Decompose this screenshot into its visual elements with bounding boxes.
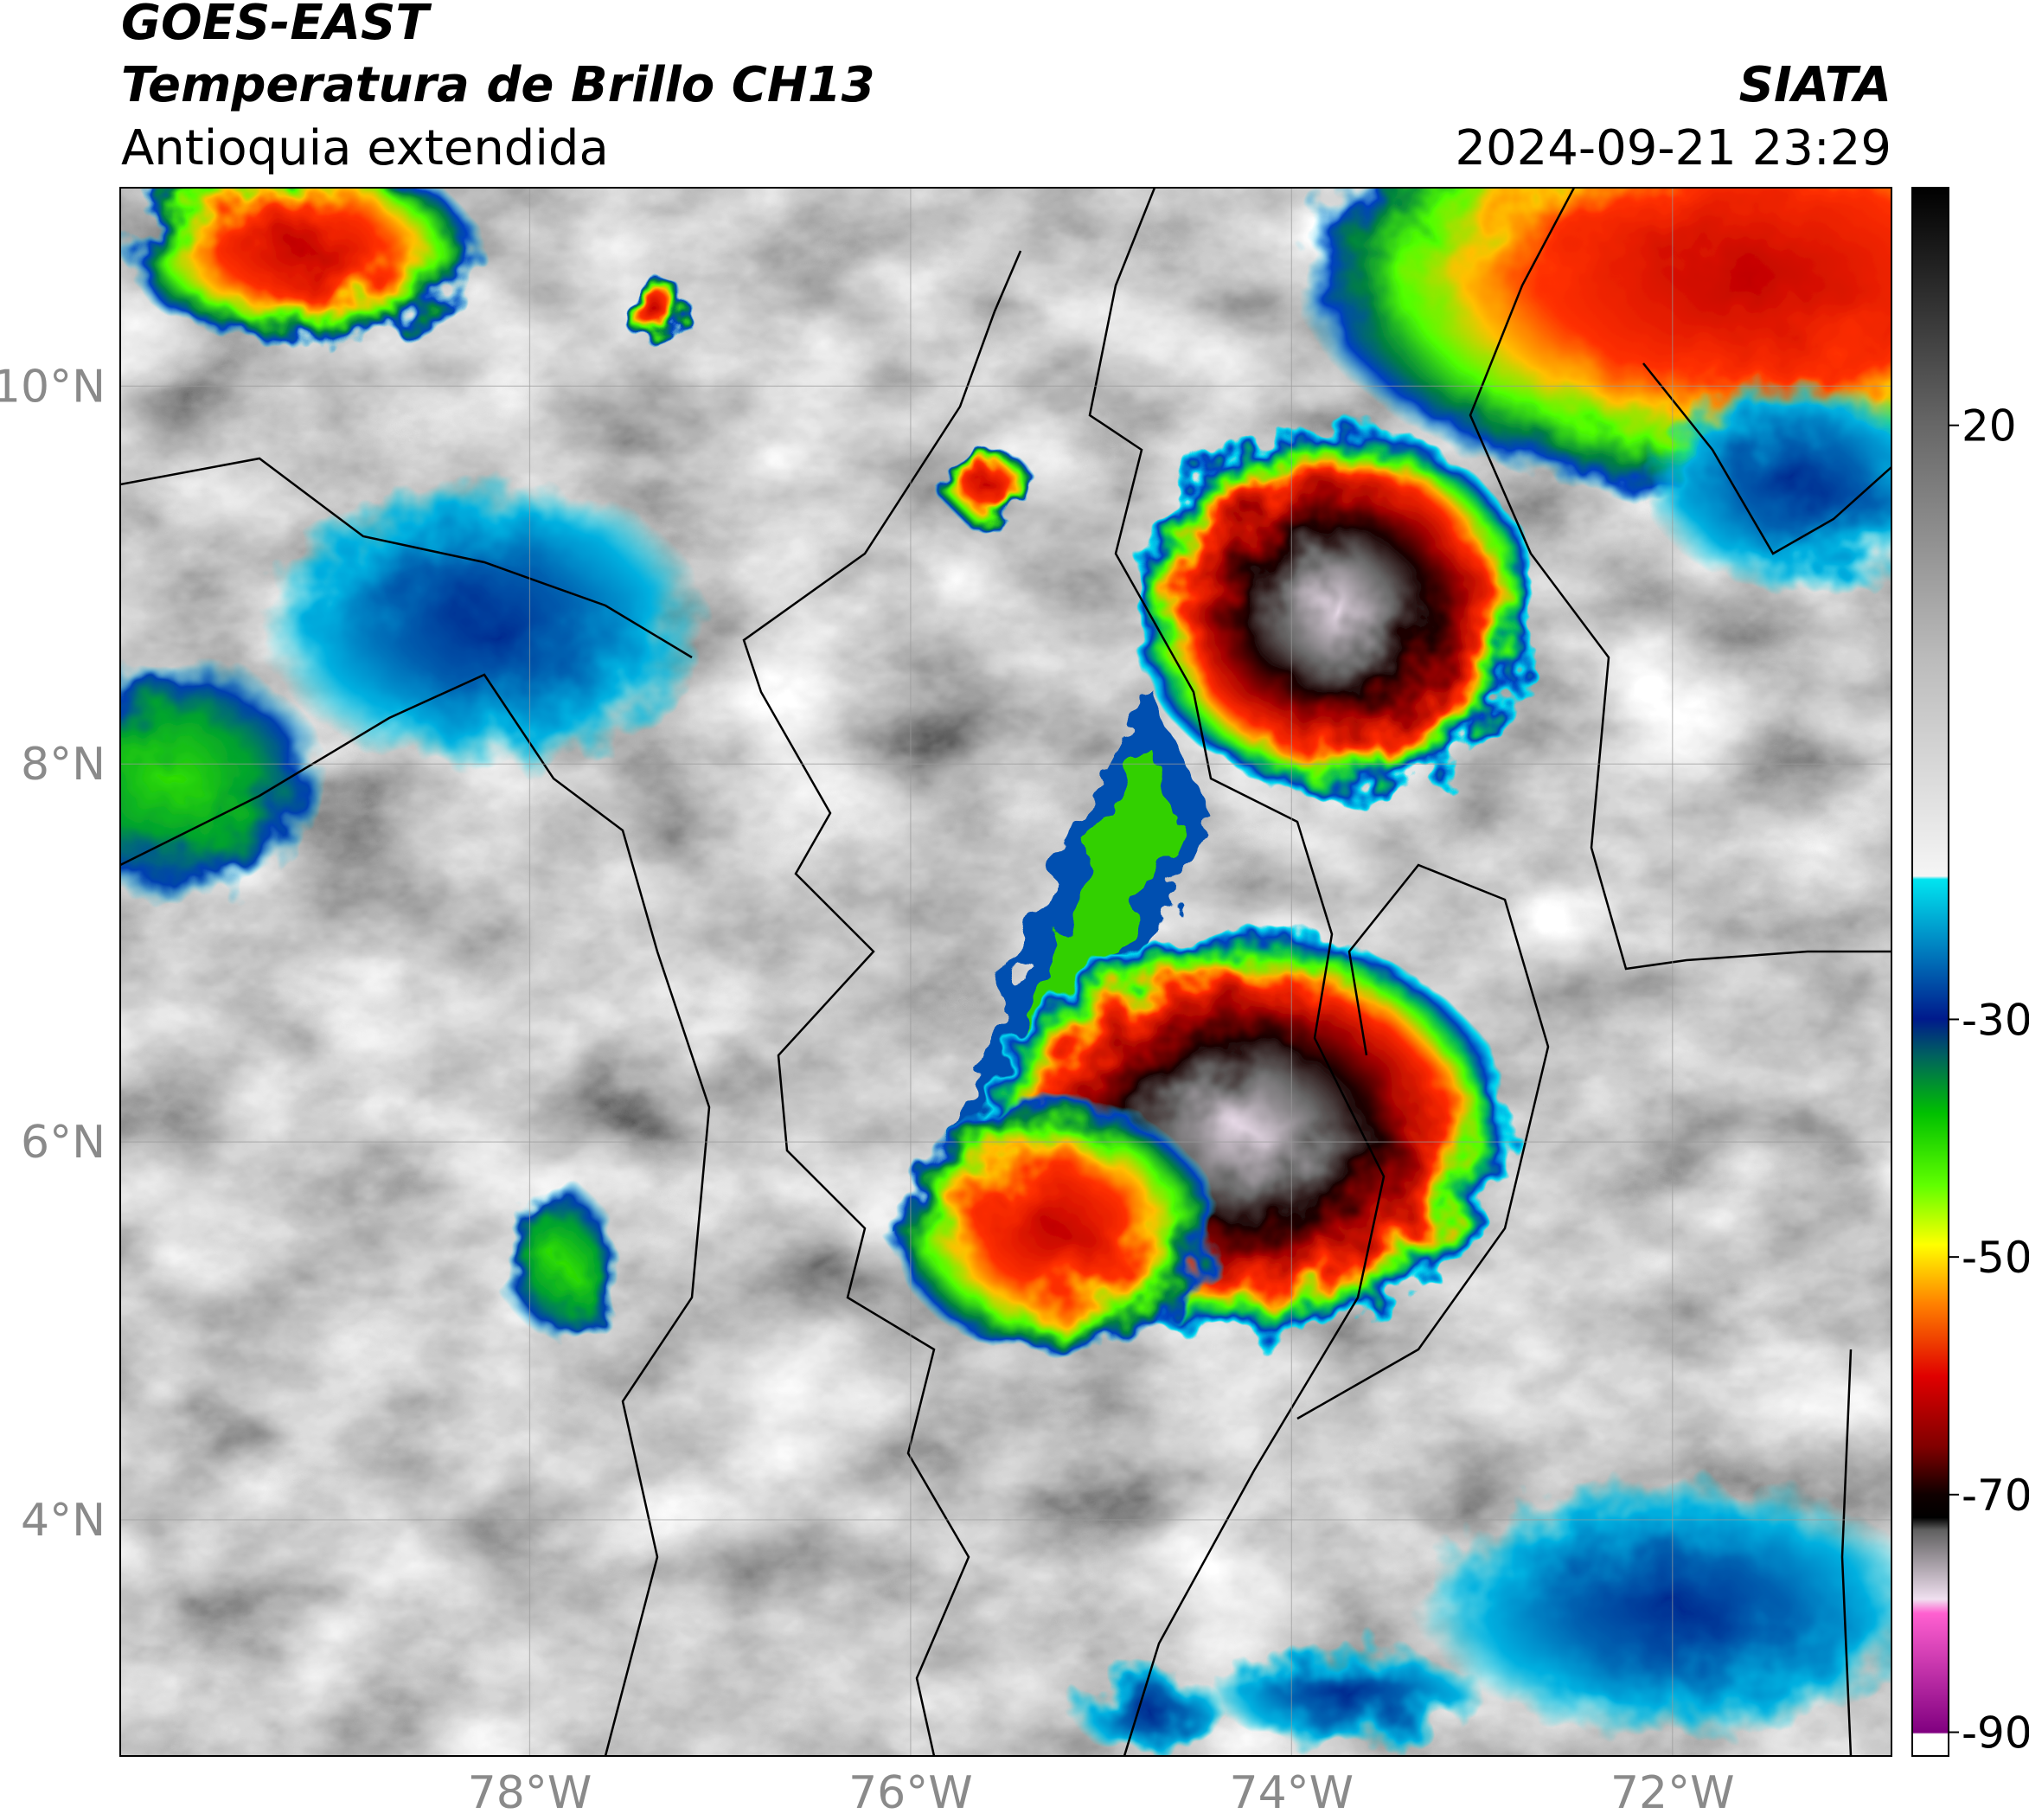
colorbar-tick-label: 20	[1962, 401, 2017, 452]
region-subtitle: Antioquia extendida	[121, 120, 609, 176]
x-tick-label: 76°W	[848, 1767, 973, 1817]
colorbar-tick-label: -50	[1962, 1233, 2029, 1283]
x-tick-label: 78°W	[468, 1767, 592, 1817]
y-tick-label: 8°N	[21, 739, 106, 791]
borders	[120, 188, 1891, 1756]
satellite-title: GOES-EAST	[121, 0, 432, 51]
satellite-image	[120, 188, 1891, 1756]
timestamp: 2024-09-21 23:29	[1455, 120, 1891, 176]
map-frame	[119, 187, 1892, 1757]
graticule	[120, 188, 1891, 1756]
x-tick-label: 72°W	[1610, 1767, 1735, 1817]
agency-label: SIATA	[1739, 57, 1891, 113]
colorbar-tick-label: -30	[1962, 995, 2029, 1045]
x-tick-label: 74°W	[1230, 1767, 1354, 1817]
colorbar	[1911, 187, 1949, 1757]
colorbar-tick-label: -70	[1962, 1471, 2029, 1521]
colorbar-tick-label: -90	[1962, 1708, 2029, 1759]
y-tick-label: 10°N	[0, 361, 106, 413]
y-tick-label: 6°N	[21, 1117, 106, 1169]
y-tick-label: 4°N	[21, 1495, 106, 1547]
product-title: Temperatura de Brillo CH13	[121, 57, 875, 113]
